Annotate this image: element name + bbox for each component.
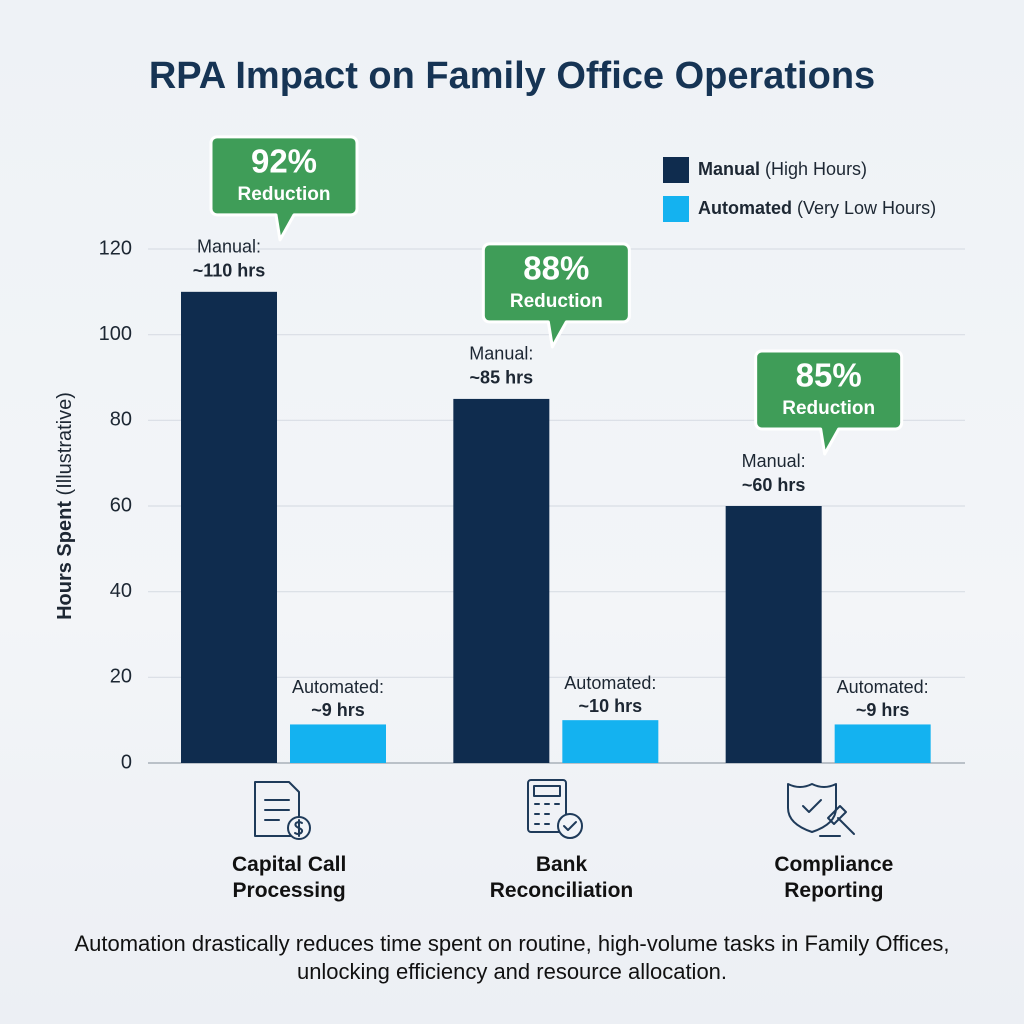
bar: [181, 291, 277, 763]
y-axis-label-main: Hours Spent: [54, 501, 76, 620]
legend-swatch: [663, 157, 689, 183]
chart-title: RPA Impact on Family Office Operations: [149, 55, 875, 97]
value-label: ~85 hrs: [470, 368, 534, 388]
icons: [254, 779, 855, 840]
callout-caption: Reduction: [782, 398, 875, 419]
legend-note: (Very Low Hours): [797, 198, 936, 218]
value-label-prefix: Automated:: [837, 677, 929, 697]
footnote: Automation drastically reduces time spen…: [74, 931, 950, 984]
legend-note: (High Hours): [765, 159, 867, 179]
x-tick-label: Capital Call Processing: [231, 853, 347, 902]
compliance-icon: [787, 783, 855, 837]
y-tick-label: 120: [99, 237, 132, 259]
reduction-callout: 92% Reduction: [209, 135, 359, 242]
legend-entry: Automated (Very Low Hours): [698, 198, 936, 218]
value-label-prefix: Automated:: [292, 677, 384, 697]
value-label: ~110 hrs: [193, 261, 266, 281]
y-tick-label: 60: [110, 494, 132, 516]
legend-name: Manual: [698, 159, 760, 179]
value-label: ~9 hrs: [311, 700, 365, 720]
callout-value: 92%: [251, 143, 317, 180]
bar: [453, 398, 550, 763]
bar: [290, 724, 386, 763]
value-label-prefix: Manual:: [469, 344, 533, 364]
value-label-prefix: Manual:: [742, 451, 806, 471]
y-axis-label: Hours Spent (Illustrative): [54, 392, 76, 620]
callout-caption: Reduction: [510, 291, 603, 312]
capital-call-icon: [254, 781, 311, 840]
y-axis-label-note: (Illustrative): [54, 392, 76, 495]
callout-value: 85%: [796, 357, 862, 394]
value-label-prefix: Manual:: [197, 237, 261, 257]
bank-icon: [527, 779, 583, 839]
callout-caption: Reduction: [238, 184, 331, 205]
y-tick-label: 0: [121, 751, 132, 773]
x-tick-label: Bank Reconciliation: [489, 853, 634, 902]
legend-swatch: [663, 196, 689, 222]
callout-box: [754, 349, 904, 456]
reduction-callout: 85% Reduction: [754, 349, 904, 456]
value-label: ~9 hrs: [856, 700, 910, 720]
bar: [834, 724, 931, 763]
y-tick-label: 40: [110, 580, 132, 602]
reduction-callout: 88% Reduction: [481, 242, 631, 349]
y-tick-label: 100: [99, 323, 132, 345]
callout-value: 88%: [523, 250, 589, 287]
bar: [725, 506, 822, 763]
y-tick-label: 80: [110, 409, 132, 431]
value-label-prefix: Automated:: [564, 673, 656, 693]
callout-box: [209, 135, 359, 242]
legend-name: Automated: [698, 198, 792, 218]
callout-box: [481, 242, 631, 349]
legend-entry: Manual (High Hours): [698, 159, 867, 179]
x-tick-label: Compliance Reporting: [774, 853, 894, 902]
y-tick-label: 20: [110, 666, 132, 688]
value-label: ~60 hrs: [742, 475, 806, 495]
bar: [562, 720, 659, 763]
value-label: ~10 hrs: [579, 696, 643, 716]
legend: Manual (High Hours) Automated (Very Low H…: [663, 157, 936, 222]
